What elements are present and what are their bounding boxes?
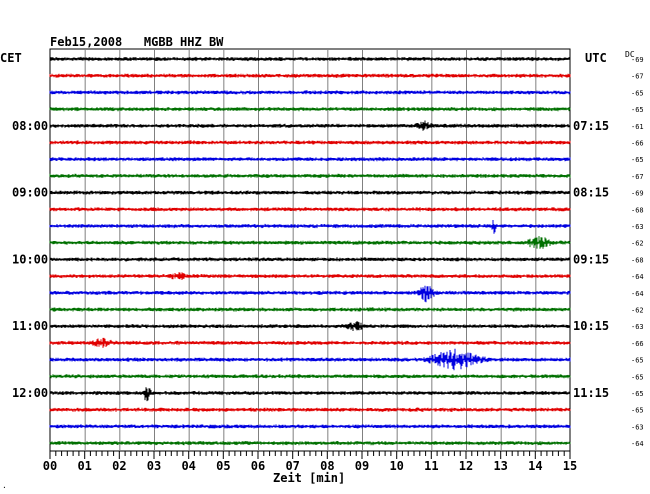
seismic-trace — [49, 190, 571, 195]
x-tick-label: 05 — [216, 459, 230, 473]
seismic-trace — [49, 107, 571, 112]
dc-value: -64 — [631, 273, 644, 281]
dc-value: -66 — [631, 140, 644, 148]
x-tick-label: 09 — [355, 459, 369, 473]
dc-value: -63 — [631, 323, 644, 331]
dc-value: -65 — [631, 390, 644, 398]
dc-value: -65 — [631, 357, 644, 365]
chart-title: Feb15,2008 MGBB HHZ BW — [50, 35, 224, 49]
dc-value: -66 — [631, 340, 644, 348]
footnote-mark: . — [2, 481, 7, 490]
seismic-trace — [49, 220, 571, 234]
traces — [49, 56, 571, 446]
dc-value: -62 — [631, 307, 644, 315]
x-tick-label: 00 — [43, 459, 57, 473]
dc-value: -64 — [631, 290, 644, 298]
left-hour-label: 09:00 — [12, 186, 48, 200]
seismic-trace — [49, 348, 571, 371]
seismic-trace — [49, 56, 571, 62]
right-hour-label: 07:15 — [573, 119, 609, 133]
dc-value: -67 — [631, 73, 644, 81]
x-tick-label: 07 — [285, 459, 299, 473]
dc-value: -67 — [631, 173, 644, 181]
dc-value: -65 — [631, 89, 644, 97]
seismic-trace — [49, 407, 571, 412]
seismic-trace — [49, 272, 571, 280]
seismic-trace — [49, 285, 571, 303]
right-hour-label: 09:15 — [573, 252, 609, 266]
dc-value: -64 — [631, 440, 644, 448]
left-hour-label: 10:00 — [12, 252, 48, 266]
x-tick-label: 01 — [77, 459, 91, 473]
dc-value: -69 — [631, 56, 644, 64]
seismic-trace — [49, 337, 571, 348]
seismic-trace — [49, 257, 571, 262]
x-tick-label: 10 — [389, 459, 403, 473]
x-tick-label: 14 — [528, 459, 542, 473]
x-tick-label: 02 — [112, 459, 126, 473]
x-axis-label: Zeit [min] — [273, 471, 345, 485]
x-tick-label: 04 — [181, 459, 195, 473]
seismic-trace — [49, 424, 571, 429]
seismic-trace — [49, 207, 571, 212]
dc-value: -63 — [631, 423, 644, 431]
dc-value: -65 — [631, 373, 644, 381]
left-hour-label: 08:00 — [12, 119, 48, 133]
seismic-trace — [49, 321, 571, 331]
seismic-trace — [49, 173, 571, 178]
seismic-trace — [49, 236, 571, 249]
right-hour-label: 08:15 — [573, 186, 609, 200]
seismic-trace — [49, 120, 571, 131]
dc-value: -63 — [631, 223, 644, 231]
dc-value: -68 — [631, 206, 644, 214]
x-tick-label: 06 — [251, 459, 265, 473]
x-tick-label: 12 — [459, 459, 473, 473]
right-timezone-label: UTC — [585, 51, 607, 65]
dc-value: -62 — [631, 240, 644, 248]
seismic-trace — [49, 73, 571, 78]
seismic-trace — [49, 441, 571, 446]
x-axis: 00 01 02 03 04 05 06 07 08 09 10 11 12 13 14 15 — [43, 451, 577, 473]
x-tick-label: 13 — [493, 459, 507, 473]
seismic-trace — [49, 90, 571, 95]
dc-header-label: DC — [625, 50, 635, 59]
right-hour-label: 11:15 — [573, 386, 609, 400]
seismic-trace — [49, 387, 571, 402]
dc-value: -61 — [631, 123, 644, 131]
seismic-trace — [49, 157, 571, 162]
right-hour-label: 10:15 — [573, 319, 609, 333]
dc-value: -69 — [631, 190, 644, 198]
x-tick-label: 11 — [424, 459, 438, 473]
dc-value: -68 — [631, 256, 644, 264]
labels: -69 -67 -65 -65 -61 -66 -65 -67 -69 -68 -63 -62 -68 -… — [12, 56, 644, 448]
dc-value: -65 — [631, 407, 644, 415]
left-hour-label: 11:00 — [12, 319, 48, 333]
dc-value: -65 — [631, 106, 644, 114]
x-tick-label: 03 — [147, 459, 161, 473]
dc-value: -65 — [631, 156, 644, 164]
seismic-trace — [49, 307, 571, 312]
grid — [49, 48, 571, 452]
left-timezone-label: CET — [0, 51, 22, 65]
seismic-trace — [49, 374, 571, 379]
seismic-trace — [49, 140, 571, 145]
left-hour-label: 12:00 — [12, 386, 48, 400]
x-tick-label: 08 — [320, 459, 334, 473]
x-tick-label: 15 — [563, 459, 577, 473]
